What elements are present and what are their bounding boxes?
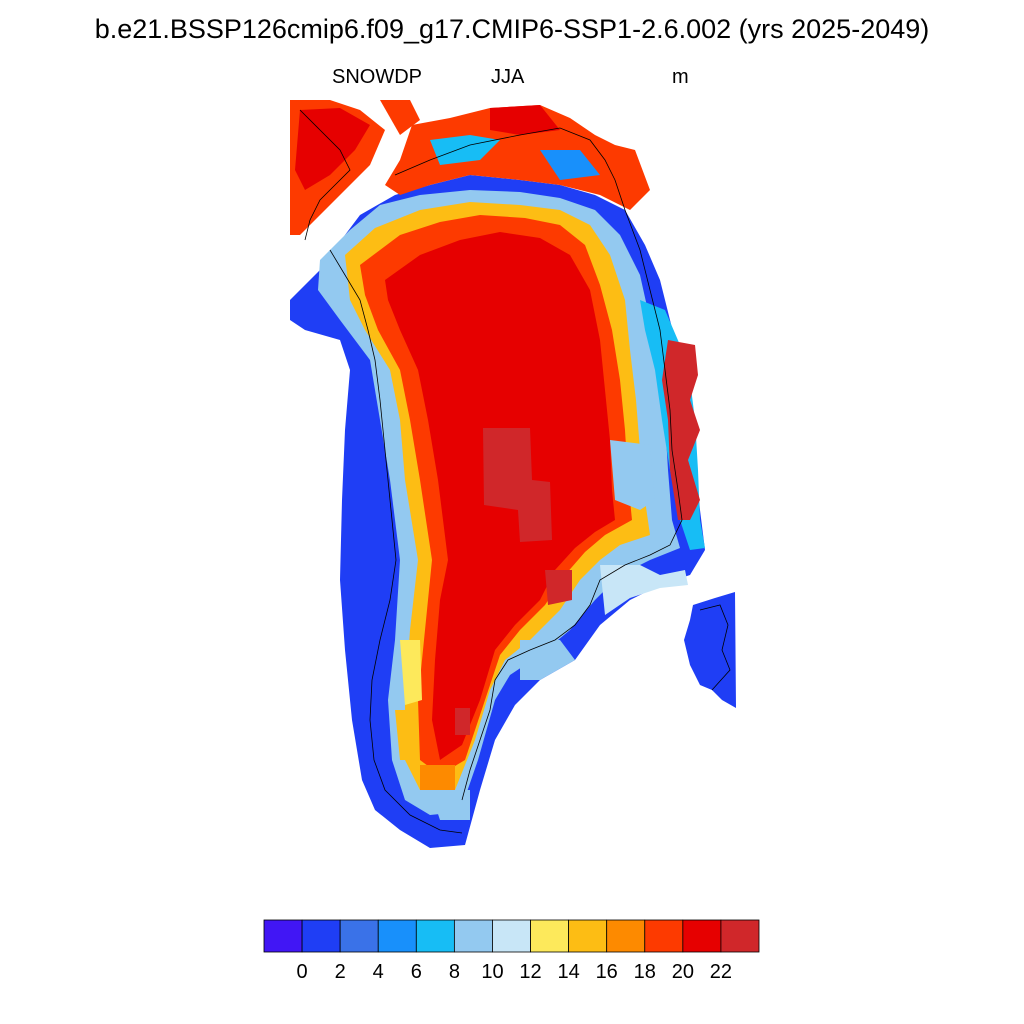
colorbar-tick-label: 2 (334, 961, 346, 983)
colorbar-tick-label: 18 (633, 961, 656, 983)
units-label: m (672, 66, 689, 88)
colorbar-tick-label: 20 (671, 961, 694, 983)
colorbar-swatch (377, 919, 417, 953)
east-island (684, 592, 736, 708)
interior-max (483, 428, 552, 542)
colorbar-swatch (301, 919, 341, 953)
season-label: JJA (491, 66, 525, 88)
north-rim (385, 105, 650, 210)
colorbar-tick-label: 8 (448, 961, 460, 983)
colorbar-tick-label: 12 (519, 961, 542, 983)
colorbar-swatch (568, 919, 608, 953)
colorbar-swatch (415, 919, 455, 953)
colorbar-tick-label: 10 (481, 961, 504, 983)
colorbar-swatch (530, 919, 570, 953)
plot-title: b.e21.BSSP126cmip6.f09_g17.CMIP6-SSP1-2.… (94, 14, 930, 44)
colorbar-swatch (453, 919, 493, 953)
colorbar-tick-label: 4 (372, 961, 384, 983)
colorbar (263, 919, 760, 953)
colorbar-tick-label: 6 (410, 961, 422, 983)
colorbar-swatch (644, 919, 684, 953)
colorbar-tick-label: 22 (709, 961, 733, 983)
colorbar-tick-label: 16 (595, 961, 618, 983)
colorbar-swatch (339, 919, 379, 953)
colorbar-tick-label: 0 (296, 961, 308, 983)
colorbar-swatch (606, 919, 646, 953)
coastline (299, 109, 731, 834)
colorbar-swatch (720, 919, 760, 953)
colorbar-swatch (682, 919, 722, 953)
colorbar-swatch (263, 919, 303, 953)
variable-label: SNOWDP (332, 66, 422, 88)
colorbar-tick-label: 14 (557, 961, 580, 983)
colorbar-swatch (492, 919, 531, 953)
